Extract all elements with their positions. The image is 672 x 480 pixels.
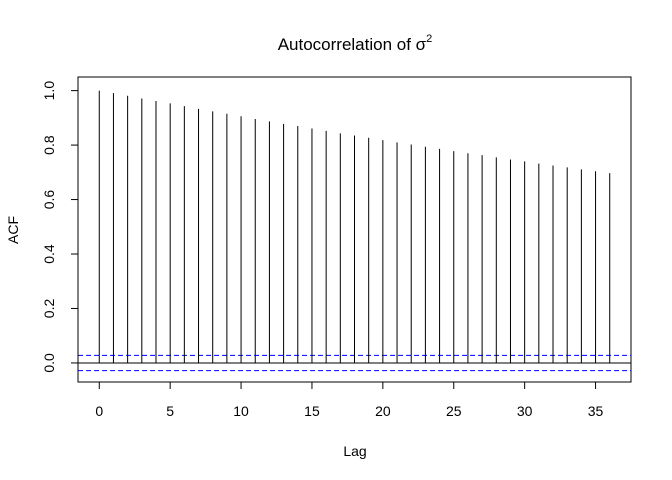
y-axis-label: ACF: [5, 216, 21, 244]
acf-marks: [78, 90, 631, 372]
x-tick-label-15: 15: [304, 403, 320, 419]
y-axis: 0.0 0.2 0.4 0.6 0.8 1.0: [41, 81, 79, 373]
x-tick-label-20: 20: [375, 403, 391, 419]
chart-title-superscript: 2: [426, 33, 432, 45]
x-tick-label-5: 5: [166, 403, 174, 419]
y-tick-label-0.0: 0.0: [41, 353, 57, 373]
y-tick-label-0.4: 0.4: [41, 244, 57, 264]
x-tick-label-30: 30: [517, 403, 533, 419]
x-tick-label-10: 10: [233, 403, 249, 419]
x-tick-label-0: 0: [95, 403, 103, 419]
chart-title: Autocorrelation of σ2: [278, 33, 433, 54]
x-tick-label-25: 25: [446, 403, 462, 419]
y-tick-label-0.8: 0.8: [41, 135, 57, 155]
x-axis-label: Lag: [343, 443, 366, 459]
y-tick-label-0.6: 0.6: [41, 190, 57, 210]
y-tick-label-0.2: 0.2: [41, 299, 57, 319]
x-tick-label-35: 35: [588, 403, 604, 419]
chart-title-prefix: Autocorrelation of: [278, 35, 416, 54]
x-axis: 0 5 10 15 20 25 30 35: [95, 381, 604, 419]
y-tick-label-1.0: 1.0: [41, 81, 57, 101]
chart-title-symbol: σ: [416, 35, 427, 54]
